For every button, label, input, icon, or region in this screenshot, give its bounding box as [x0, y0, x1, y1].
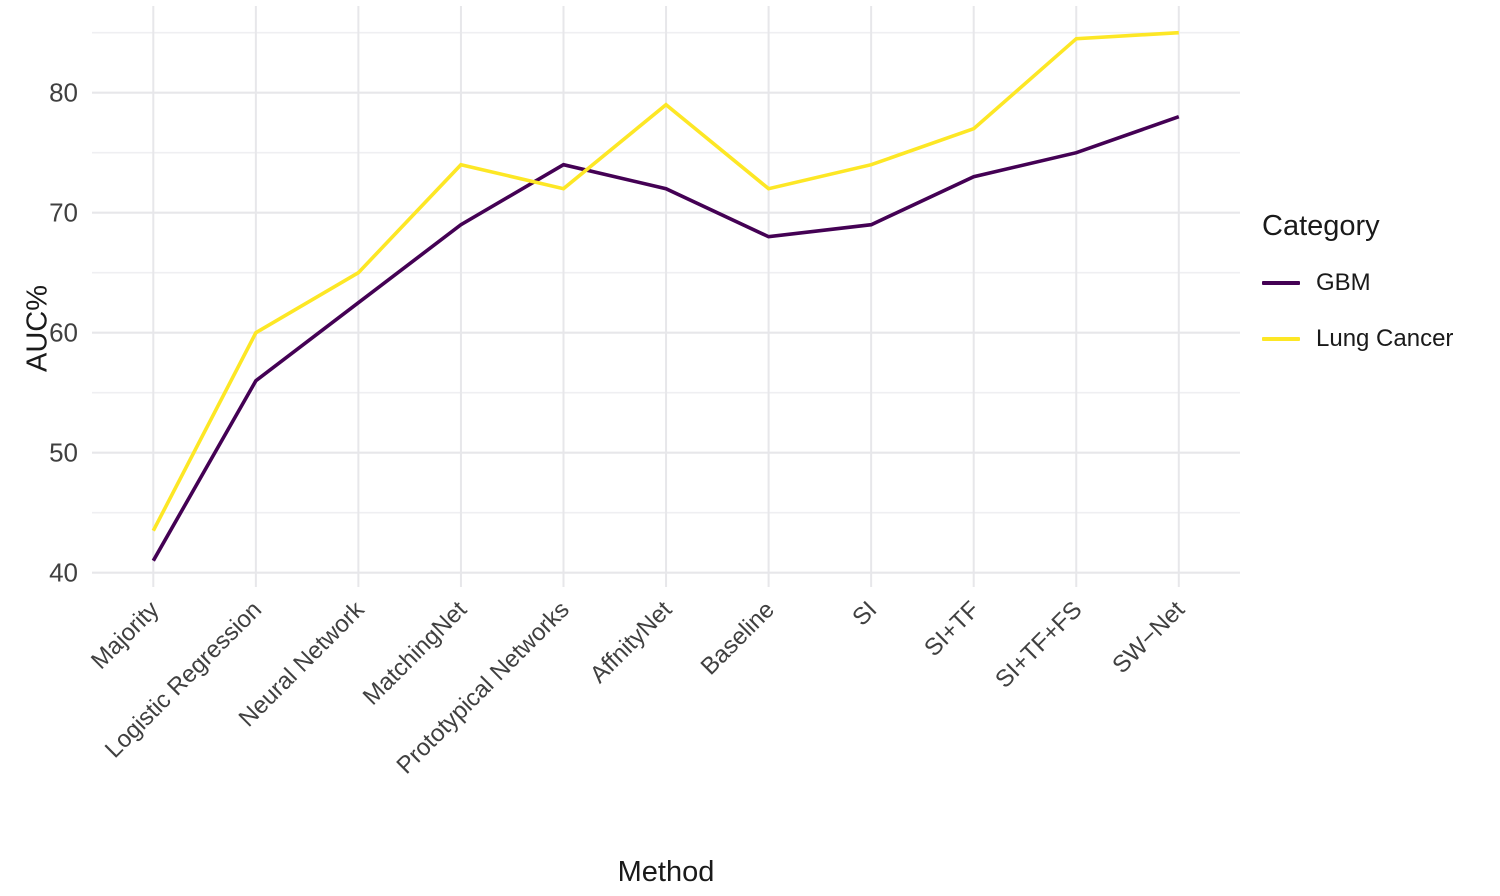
- x-tick-label: SI+TF+FS: [990, 596, 1087, 693]
- y-tick-label: 50: [49, 438, 78, 468]
- lung-cancer-line: [151, 30, 1179, 532]
- legend-item-lung-cancer: Lung Cancer: [1262, 325, 1498, 353]
- gbm-key-line: [1262, 281, 1300, 285]
- y-axis-title: AUC%: [21, 285, 54, 373]
- x-tick-label: Prototypical Networks: [392, 596, 575, 779]
- x-tick-label: AffnityNet: [585, 596, 678, 689]
- legend-title: Category: [1262, 210, 1380, 242]
- x-tick-label: SI+TF: [919, 596, 985, 662]
- lung-cancer-key-line: [1262, 337, 1300, 341]
- legend-item-gbm: GBM: [1262, 269, 1498, 297]
- x-tick-label: SI: [847, 596, 882, 631]
- y-tick-label: 40: [49, 558, 78, 588]
- legend: Category GBM Lung Cancer: [1262, 210, 1498, 381]
- x-axis-title: Method: [617, 856, 715, 888]
- legend-item-label: Lung Cancer: [1316, 325, 1454, 352]
- x-tick-label: Majority: [86, 596, 164, 674]
- x-tick-label: Baseline: [696, 596, 780, 680]
- y-tick-label: 80: [49, 78, 78, 108]
- legend-item-label: GBM: [1316, 269, 1371, 296]
- x-tick-label: MatchingNet: [358, 596, 473, 711]
- gbm-line: [151, 115, 1180, 562]
- x-tick-label: SW−Net: [1107, 596, 1190, 679]
- y-tick-label: 70: [49, 198, 78, 228]
- y-tick-label: 60: [49, 318, 78, 348]
